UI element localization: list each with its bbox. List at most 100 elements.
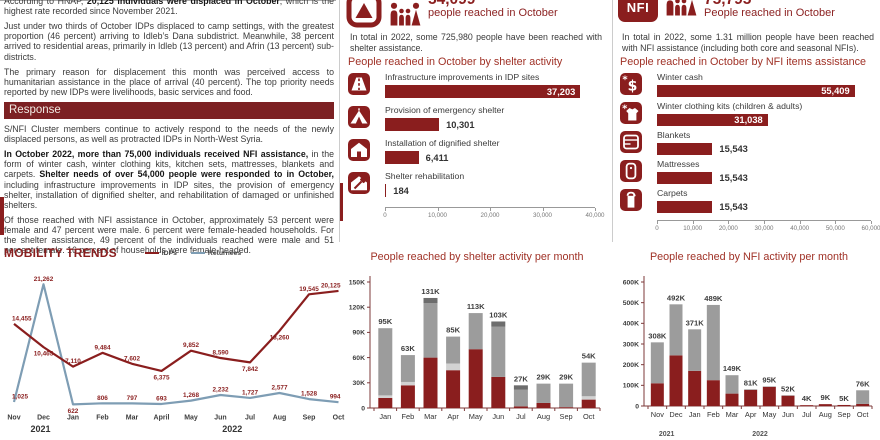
shelter-total-text: In total in 2022, some 725,980 people ha… [350, 32, 602, 53]
y-tick-label: 300K [623, 341, 639, 348]
tent-icon [348, 106, 370, 128]
house-icon [348, 139, 370, 161]
axis-tick-label: 30,000 [754, 225, 774, 232]
bar-line: 15,543 [657, 143, 880, 155]
axis-tick-label: 0 [655, 225, 659, 232]
month-label: Jun [492, 412, 504, 421]
total-label: 52K [781, 384, 795, 393]
bar-segment [706, 380, 720, 406]
axis-tick-label: 0 [383, 212, 387, 219]
nfi-items-heading: People reached in October by NFI items a… [620, 56, 867, 68]
axis-tick-label: 10,000 [683, 225, 703, 232]
bar [657, 201, 713, 213]
total-label: 85K [446, 326, 460, 335]
bar-label: Carpets [657, 188, 688, 198]
text-segment: According to HNAP, [4, 0, 87, 6]
total-label: 489K [704, 294, 723, 303]
y-tick-label: 500K [623, 300, 639, 307]
year-label: 2021 [31, 424, 51, 434]
total-label: 81K [744, 378, 758, 387]
month-label: Apr [745, 410, 757, 419]
month-label: Feb [707, 410, 720, 419]
axis-tick [764, 221, 765, 224]
bar-label: Mattresses [657, 159, 700, 169]
family-icon [388, 2, 422, 31]
y-tick-label: 0 [361, 405, 365, 412]
bar-segment [581, 399, 596, 408]
point-label: 693 [156, 395, 167, 402]
point-label: 806 [97, 395, 108, 402]
total-label: 54K [582, 352, 596, 361]
point-label: 20,125 [321, 282, 341, 289]
bar-segment [491, 326, 506, 377]
response-paragraph: Of those reached with NFI assistance in … [4, 215, 334, 255]
page-top-rule [0, 0, 336, 1]
total-label: 27K [514, 374, 528, 383]
total-label: 9K [820, 393, 830, 402]
bar [385, 184, 387, 197]
month-label: Sep [560, 412, 573, 421]
idps-line-swatch [144, 251, 159, 255]
axis-tick-label: 30,000 [533, 212, 552, 219]
month-label: Aug [273, 415, 287, 422]
point-label: 1,528 [301, 391, 317, 398]
month-label: Jan [67, 415, 79, 422]
axis-tick [542, 208, 544, 211]
text-segment: The primary reason for displacement this… [4, 66, 334, 97]
mobility-trends-title: MOBILITY TRENDS [4, 246, 117, 260]
bar-segment [491, 376, 506, 408]
point-label: 9,852 [183, 342, 199, 349]
year-label: 2022 [222, 424, 242, 434]
shelter-activity-bar-chart: Infrastructure improvements in IDP sites… [346, 72, 608, 221]
total-label: 113K [467, 302, 485, 311]
point-label: 797 [127, 395, 138, 402]
month-label: Dec [37, 415, 50, 422]
bar-label: Blankets [657, 130, 691, 140]
mobility-trends-header: MOBILITY TRENDS IDPs Returnees [4, 246, 241, 260]
total-label: 29K [559, 373, 573, 382]
bar-line: 55,409 [657, 85, 880, 97]
response-paragraph: S/NFI Cluster members continue to active… [4, 124, 334, 144]
nfi-items-bar-chart: $ * Winter cash 55,409 * Winter clothing kits… [618, 72, 880, 234]
hbar-row: Blankets 15,543 [618, 130, 880, 159]
bar-segment [762, 386, 776, 406]
y-tick-label: 0 [635, 403, 639, 410]
chart-legend: IDPs Returnees [144, 250, 241, 257]
axis-tick [835, 221, 837, 224]
month-label: Feb [402, 412, 415, 421]
bar-segment [744, 389, 758, 390]
intro-paragraph: According to HNAP, 20,125 individuals we… [4, 0, 334, 16]
response-section-header: Response [4, 101, 334, 119]
mattress-icon [620, 160, 642, 182]
bar-segment [446, 370, 461, 408]
bar-segment [800, 405, 814, 406]
response-paragraph: In October 2022, more than 75,000 indivi… [4, 149, 334, 210]
bar-segment [400, 385, 415, 408]
bar-segment [378, 397, 393, 408]
month-label: Mar [126, 415, 139, 422]
bar: 37,203 [385, 85, 581, 98]
axis-tick-label: 40,000 [585, 212, 605, 219]
bar-segment [581, 362, 596, 397]
total-label: 371K [686, 318, 705, 327]
year-label: 2022 [752, 431, 768, 438]
point-label: 2,232 [213, 387, 229, 394]
bar-segment [856, 390, 870, 404]
point-label: 1,025 [12, 394, 28, 401]
bar-segment [744, 389, 758, 406]
bar-segment [468, 313, 483, 350]
month-label: Oct [583, 412, 595, 421]
total-label: 131K [421, 287, 440, 296]
axis-tick [871, 221, 872, 224]
month-label: Jul [516, 412, 526, 421]
axis-tick [728, 221, 730, 224]
point-label: 994 [330, 394, 341, 401]
total-label: 5K [839, 394, 849, 403]
month-label: Dec [669, 410, 682, 419]
axis-tick [595, 208, 596, 211]
axis-tick [490, 208, 491, 211]
month-label: Apr [447, 412, 459, 421]
total-label: 308K [648, 331, 667, 340]
bar-value: 15,543 [719, 202, 748, 212]
bar-segment [669, 304, 683, 356]
